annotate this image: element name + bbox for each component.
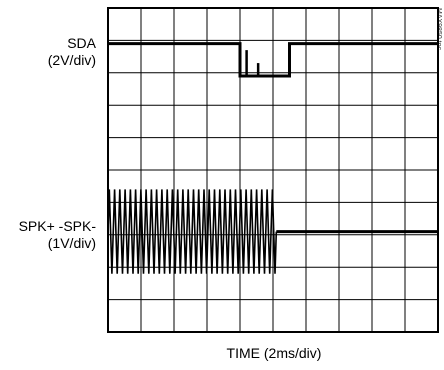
spk-scale: (1V/div) bbox=[47, 235, 96, 251]
sda-label: SDA bbox=[67, 35, 96, 51]
scope-grid bbox=[108, 8, 438, 332]
spk-channel-label: SPK+ -SPK- (1V/div) bbox=[0, 218, 96, 252]
spk-burst-trace bbox=[107, 189, 278, 274]
x-axis-label: TIME (2ms/div) bbox=[226, 345, 322, 361]
sda-channel-label: SDA (2V/div) bbox=[0, 35, 96, 69]
sda-glitches bbox=[245, 50, 260, 77]
sda-trace bbox=[108, 42, 438, 78]
sda-scale: (2V/div) bbox=[47, 52, 96, 68]
scope-frame bbox=[107, 7, 439, 333]
spk-label: SPK+ -SPK- bbox=[18, 218, 96, 234]
